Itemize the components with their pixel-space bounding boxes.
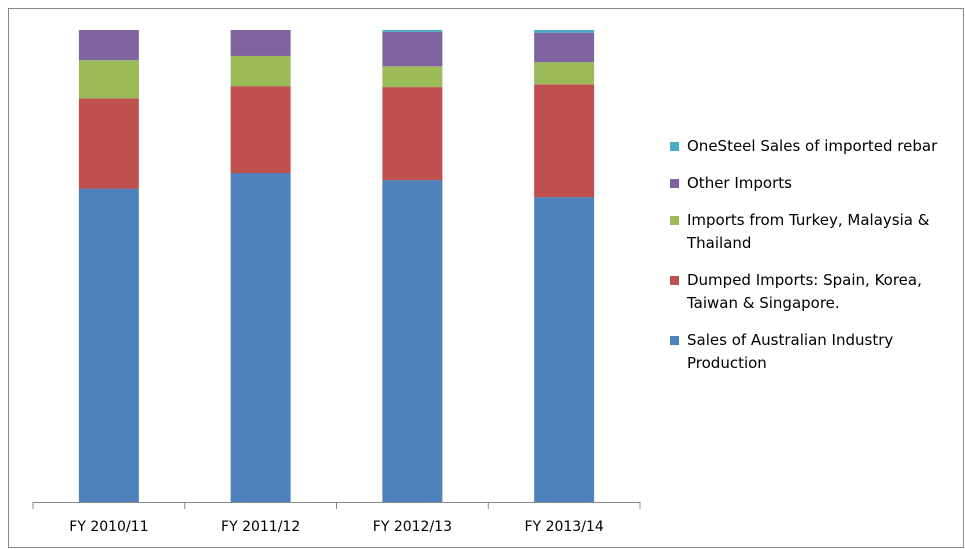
legend-item: Sales of Australian Industry Production bbox=[670, 329, 960, 375]
legend-item: Imports from Turkey, Malaysia & Thailand bbox=[670, 209, 960, 255]
legend-label: Other Imports bbox=[687, 174, 792, 192]
x-tick-label: FY 2013/14 bbox=[525, 519, 604, 535]
bar-segment bbox=[78, 30, 139, 61]
bar-segment bbox=[534, 62, 595, 85]
bar-segment bbox=[382, 66, 443, 88]
legend-swatch bbox=[670, 216, 679, 225]
bar-segment bbox=[230, 173, 291, 503]
legend-label: OneSteel Sales of imported rebar bbox=[687, 137, 938, 155]
bar-segment bbox=[382, 87, 443, 181]
chart-border bbox=[8, 8, 964, 548]
bar-segment bbox=[230, 55, 291, 87]
legend-swatch bbox=[670, 276, 679, 285]
x-tick-label: FY 2012/13 bbox=[373, 519, 452, 535]
bar-segment bbox=[534, 32, 595, 63]
bar-segment bbox=[534, 30, 595, 33]
bar-segment bbox=[382, 31, 443, 67]
bar-segment bbox=[534, 197, 595, 502]
bar-segment bbox=[78, 98, 139, 189]
x-tick-label: FY 2010/11 bbox=[69, 519, 148, 535]
legend: OneSteel Sales of imported rebar Other Im… bbox=[670, 135, 960, 389]
legend-item: Other Imports bbox=[670, 172, 960, 195]
bar-segment bbox=[382, 180, 443, 502]
legend-label: Dumped Imports: Spain, Korea, Taiwan & S… bbox=[687, 271, 922, 312]
bar-segment bbox=[534, 84, 595, 198]
bar-segment bbox=[78, 188, 139, 503]
legend-label: Sales of Australian Industry Production bbox=[687, 331, 894, 372]
legend-label: Imports from Turkey, Malaysia & Thailand bbox=[687, 211, 930, 252]
bar-segment bbox=[230, 30, 291, 56]
x-tick-label: FY 2011/12 bbox=[221, 519, 300, 535]
legend-swatch bbox=[670, 142, 679, 151]
bar-segment bbox=[230, 86, 291, 174]
legend-swatch bbox=[670, 179, 679, 188]
bar-segment bbox=[382, 30, 443, 32]
legend-item: OneSteel Sales of imported rebar bbox=[670, 135, 960, 158]
legend-swatch bbox=[670, 336, 679, 345]
bar-segment bbox=[78, 60, 139, 99]
legend-item: Dumped Imports: Spain, Korea, Taiwan & S… bbox=[670, 269, 960, 315]
